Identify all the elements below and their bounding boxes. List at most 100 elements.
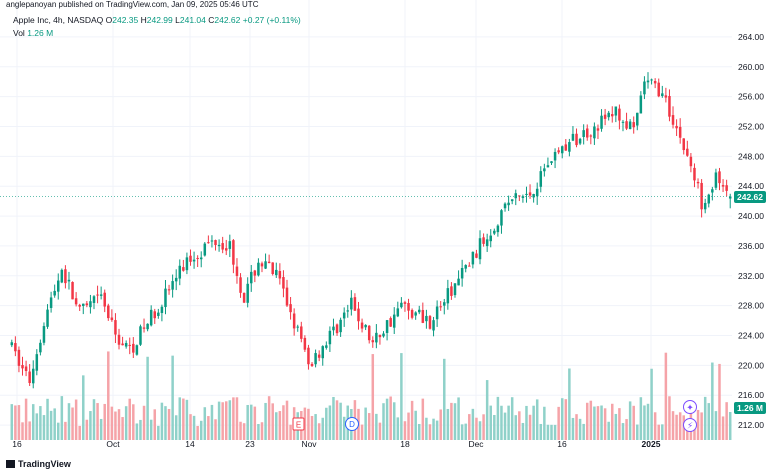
volume-bar — [475, 417, 478, 440]
volume-bar — [560, 398, 564, 440]
candle-body — [10, 342, 14, 346]
candle-body — [139, 326, 142, 345]
candle-body — [228, 241, 232, 249]
volume-bar — [278, 411, 282, 440]
candle-body — [214, 240, 217, 246]
candle-body — [199, 257, 203, 260]
volume-bar — [53, 408, 56, 440]
volume-bar — [396, 417, 400, 440]
volume-bar — [314, 414, 317, 440]
volume-bar — [74, 399, 78, 440]
volume-bar — [307, 408, 310, 440]
volume-bar — [235, 397, 239, 440]
candle-body — [178, 265, 182, 279]
volume-bar — [711, 362, 714, 440]
volume-bar — [332, 396, 335, 440]
dividend-marker[interactable]: D — [345, 417, 359, 431]
volume-bar — [378, 422, 382, 440]
footer-label: TradingView — [18, 459, 71, 469]
candle-body — [464, 265, 467, 269]
x-tick-label: Dec — [468, 439, 484, 449]
volume-bar — [632, 405, 635, 440]
volume-bar — [535, 399, 539, 440]
candle-body — [142, 327, 146, 329]
candle-body — [292, 313, 296, 329]
candle-body — [628, 121, 632, 130]
svg-text:✦: ✦ — [686, 404, 694, 414]
candle-body — [378, 334, 382, 338]
candle-body — [332, 326, 335, 331]
volume-bar — [464, 423, 467, 440]
volume-bar — [174, 415, 178, 440]
high-key: H — [140, 15, 147, 25]
volume-bar — [728, 412, 732, 440]
volume-bar — [96, 403, 99, 440]
candle-body — [310, 363, 314, 366]
candle-body — [603, 114, 607, 119]
volume-bar — [128, 398, 131, 440]
earnings-marker[interactable]: E — [292, 417, 305, 431]
y-tick-label: 228.00 — [738, 301, 764, 311]
candle-body — [174, 277, 178, 282]
volume-bar — [342, 416, 346, 440]
candle-body — [239, 277, 242, 293]
volume-bar — [124, 406, 128, 440]
volume-bar — [585, 402, 589, 440]
volume-bar — [700, 412, 703, 440]
candle-body — [350, 297, 353, 310]
candle-body — [35, 354, 39, 371]
volume-bar — [643, 405, 646, 440]
candle-body — [157, 312, 160, 316]
candle-body — [682, 138, 685, 151]
candles — [10, 72, 732, 389]
ohlc-legend: Apple Inc, 4h, NASDAQ O242.35 H242.99 L2… — [13, 15, 301, 25]
volume-bar — [478, 421, 482, 440]
candle-body — [589, 135, 593, 137]
tradingview-logo[interactable]: TradingView — [6, 459, 71, 469]
volume-bar — [232, 397, 235, 440]
candle-body — [296, 326, 299, 328]
volume-bar — [182, 398, 185, 440]
candle-body — [421, 310, 425, 323]
volume-bar — [57, 422, 60, 440]
y-tick-label: 244.00 — [738, 181, 764, 191]
candle-body — [135, 345, 139, 355]
volume-bar — [550, 424, 553, 440]
lightning-icon[interactable]: ⚡ — [683, 418, 697, 432]
volume-bar — [367, 413, 371, 440]
candle-body — [528, 192, 532, 196]
candle-body — [485, 239, 489, 247]
candle-body — [686, 148, 689, 156]
y-tick-label: 256.00 — [738, 92, 764, 102]
volume-bar — [110, 406, 114, 440]
candle-body — [360, 322, 364, 329]
candle-body — [535, 188, 539, 197]
candle-body — [560, 146, 564, 154]
open-key: O — [105, 15, 113, 25]
candle-body — [718, 171, 721, 184]
volume-bar — [271, 403, 274, 440]
candle-body — [510, 199, 514, 202]
volume-bar — [468, 414, 471, 440]
volume-bar — [482, 414, 485, 440]
volume-bar — [582, 423, 585, 440]
volume-bar — [671, 411, 675, 440]
volume-bar — [117, 409, 121, 440]
volume-bar — [285, 400, 289, 440]
candle-body — [71, 282, 74, 300]
candle-body — [103, 292, 106, 307]
volume-bar — [453, 403, 457, 440]
volume-bar — [321, 417, 324, 440]
volume-bar — [603, 408, 607, 440]
volume-bar — [425, 417, 428, 440]
volume-bar — [657, 424, 660, 440]
candle-body — [182, 267, 185, 271]
candle-body — [196, 257, 199, 259]
add-indicator-icon[interactable]: ✦ — [683, 400, 697, 414]
candle-body — [42, 326, 46, 343]
candle-body — [525, 193, 528, 195]
y-tick-label: 248.00 — [738, 151, 764, 161]
y-tick-label: 212.00 — [738, 420, 764, 430]
high-value: 242.99 — [146, 15, 173, 25]
